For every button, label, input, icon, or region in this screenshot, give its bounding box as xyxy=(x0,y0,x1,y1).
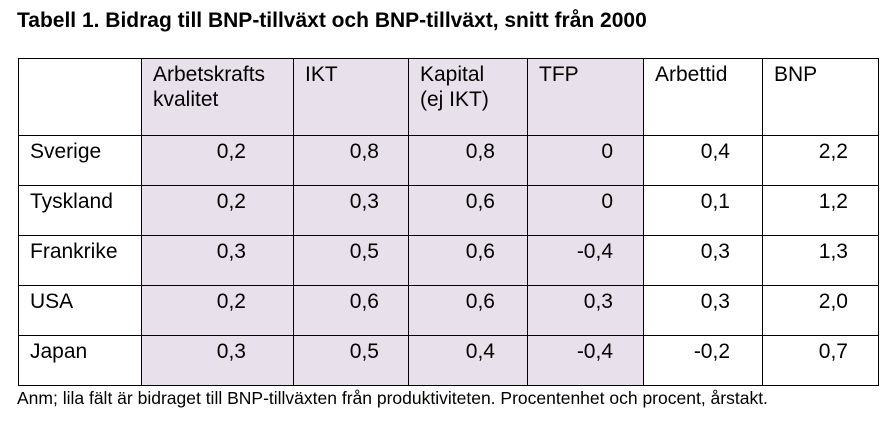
cell-value: 0,3 xyxy=(216,240,246,263)
cell-value: 0,2 xyxy=(216,140,246,163)
table-cell: 0 xyxy=(527,135,644,186)
table-row: Frankrike 0,3 0,5 0,6 -0,4 0,3 1,3 xyxy=(18,235,879,286)
row-header: Japan xyxy=(18,335,142,386)
table-cell: -0,2 xyxy=(643,335,763,386)
column-header: BNP xyxy=(762,58,879,136)
row-header: Sverige xyxy=(18,135,142,186)
column-header-label: TFP xyxy=(539,63,579,86)
table-cell: 0,4 xyxy=(643,135,763,186)
cell-value: 0,6 xyxy=(465,290,495,313)
country-label: Japan xyxy=(30,340,88,363)
cell-value: 0,4 xyxy=(700,140,730,163)
column-header-label: BNP xyxy=(774,63,818,86)
column-header-label: Kapital (ej IKT) xyxy=(420,63,489,111)
cell-value: 2,2 xyxy=(818,140,848,163)
table-cell: 0,1 xyxy=(643,185,763,236)
table-cell: 0,2 xyxy=(141,285,294,336)
table-row: Sverige 0,2 0,8 0,8 0 0,4 2,2 xyxy=(18,135,879,186)
column-header: Kapital (ej IKT) xyxy=(408,58,528,136)
column-header: IKT xyxy=(293,58,409,136)
country-label: Tyskland xyxy=(30,190,113,213)
table-cell: 0,3 xyxy=(141,235,294,286)
table-row: Japan 0,3 0,5 0,4 -0,4 -0,2 0,7 xyxy=(18,335,879,386)
row-header: USA xyxy=(18,285,142,336)
table-cell: 0,3 xyxy=(293,185,409,236)
cell-value: 0 xyxy=(601,140,613,163)
table-cell: 0,3 xyxy=(527,285,644,336)
table-cell: 2,0 xyxy=(762,285,879,336)
row-header: Frankrike xyxy=(18,235,142,286)
table-cell: 0,2 xyxy=(141,185,294,236)
cell-value: 0,3 xyxy=(349,190,379,213)
table-cell: 2,2 xyxy=(762,135,879,186)
table-cell: 0,7 xyxy=(762,335,879,386)
table-cell: 0,6 xyxy=(408,235,528,286)
cell-value: 0,6 xyxy=(465,240,495,263)
cell-value: 0,2 xyxy=(216,290,246,313)
cell-value: 0,5 xyxy=(349,240,379,263)
cell-value: 0,6 xyxy=(349,290,379,313)
cell-value: 1,2 xyxy=(818,190,848,213)
cell-value: -0,4 xyxy=(576,340,613,363)
table-cell: 1,2 xyxy=(762,185,879,236)
table-cell: 0,3 xyxy=(141,335,294,386)
country-label: Frankrike xyxy=(30,240,118,263)
cell-value: 0,2 xyxy=(216,190,246,213)
header-row: Arbetskrafts kvalitet IKT Kapital (ej IKT)… xyxy=(18,58,879,136)
column-header-label: IKT xyxy=(305,63,338,86)
cell-value: 0,1 xyxy=(700,190,730,213)
column-header: Arbetskrafts kvalitet xyxy=(141,58,294,136)
cell-value: 0,3 xyxy=(700,240,730,263)
table-row: USA 0,2 0,6 0,6 0,3 0,3 2,0 xyxy=(18,285,879,336)
country-label: USA xyxy=(30,290,74,313)
cell-value: 1,3 xyxy=(818,240,848,263)
table-cell: 0,5 xyxy=(293,235,409,286)
row-header: Tyskland xyxy=(18,185,142,236)
table-cell: 0,8 xyxy=(408,135,528,186)
cell-value: 0 xyxy=(601,190,613,213)
growth-contribution-table: Arbetskrafts kvalitet IKT Kapital (ej IKT)… xyxy=(18,58,879,386)
column-header-label: Arbetskrafts kvalitet xyxy=(153,63,266,111)
table-cell: 0,3 xyxy=(643,235,763,286)
table-cell: 0,8 xyxy=(293,135,409,186)
column-header: Arbettid xyxy=(643,58,763,136)
table-cell: 0,4 xyxy=(408,335,528,386)
column-header-label xyxy=(19,59,141,62)
table-row: Tyskland 0,2 0,3 0,6 0 0,1 1,2 xyxy=(18,185,879,236)
cell-value: 0,5 xyxy=(349,340,379,363)
cell-value: 0,3 xyxy=(216,340,246,363)
table-cell: 0,3 xyxy=(643,285,763,336)
cell-value: 0,3 xyxy=(700,290,730,313)
table-cell: 0,2 xyxy=(141,135,294,186)
column-header: TFP xyxy=(527,58,644,136)
table-cell: -0,4 xyxy=(527,335,644,386)
table-note: Anm; lila fält är bidraget till BNP-till… xyxy=(17,388,768,408)
cell-value: 0,3 xyxy=(583,290,613,313)
column-header-label: Arbettid xyxy=(655,63,728,86)
cell-value: 2,0 xyxy=(818,290,848,313)
table-cell: 0,6 xyxy=(408,185,528,236)
cell-value: 0,8 xyxy=(465,140,495,163)
table-title: Tabell 1. Bidrag till BNP-tillväxt och B… xyxy=(17,9,647,32)
table-cell: 0 xyxy=(527,185,644,236)
cell-value: -0,2 xyxy=(693,340,730,363)
cell-value: 0,6 xyxy=(465,190,495,213)
country-label: Sverige xyxy=(30,140,102,163)
table-cell: 0,6 xyxy=(293,285,409,336)
corner-cell xyxy=(18,58,142,136)
table-cell: 0,5 xyxy=(293,335,409,386)
cell-value: 0,4 xyxy=(465,340,495,363)
table-cell: 1,3 xyxy=(762,235,879,286)
table-cell: -0,4 xyxy=(527,235,644,286)
cell-value: 0,7 xyxy=(818,340,848,363)
cell-value: -0,4 xyxy=(576,240,613,263)
cell-value: 0,8 xyxy=(349,140,379,163)
table-cell: 0,6 xyxy=(408,285,528,336)
